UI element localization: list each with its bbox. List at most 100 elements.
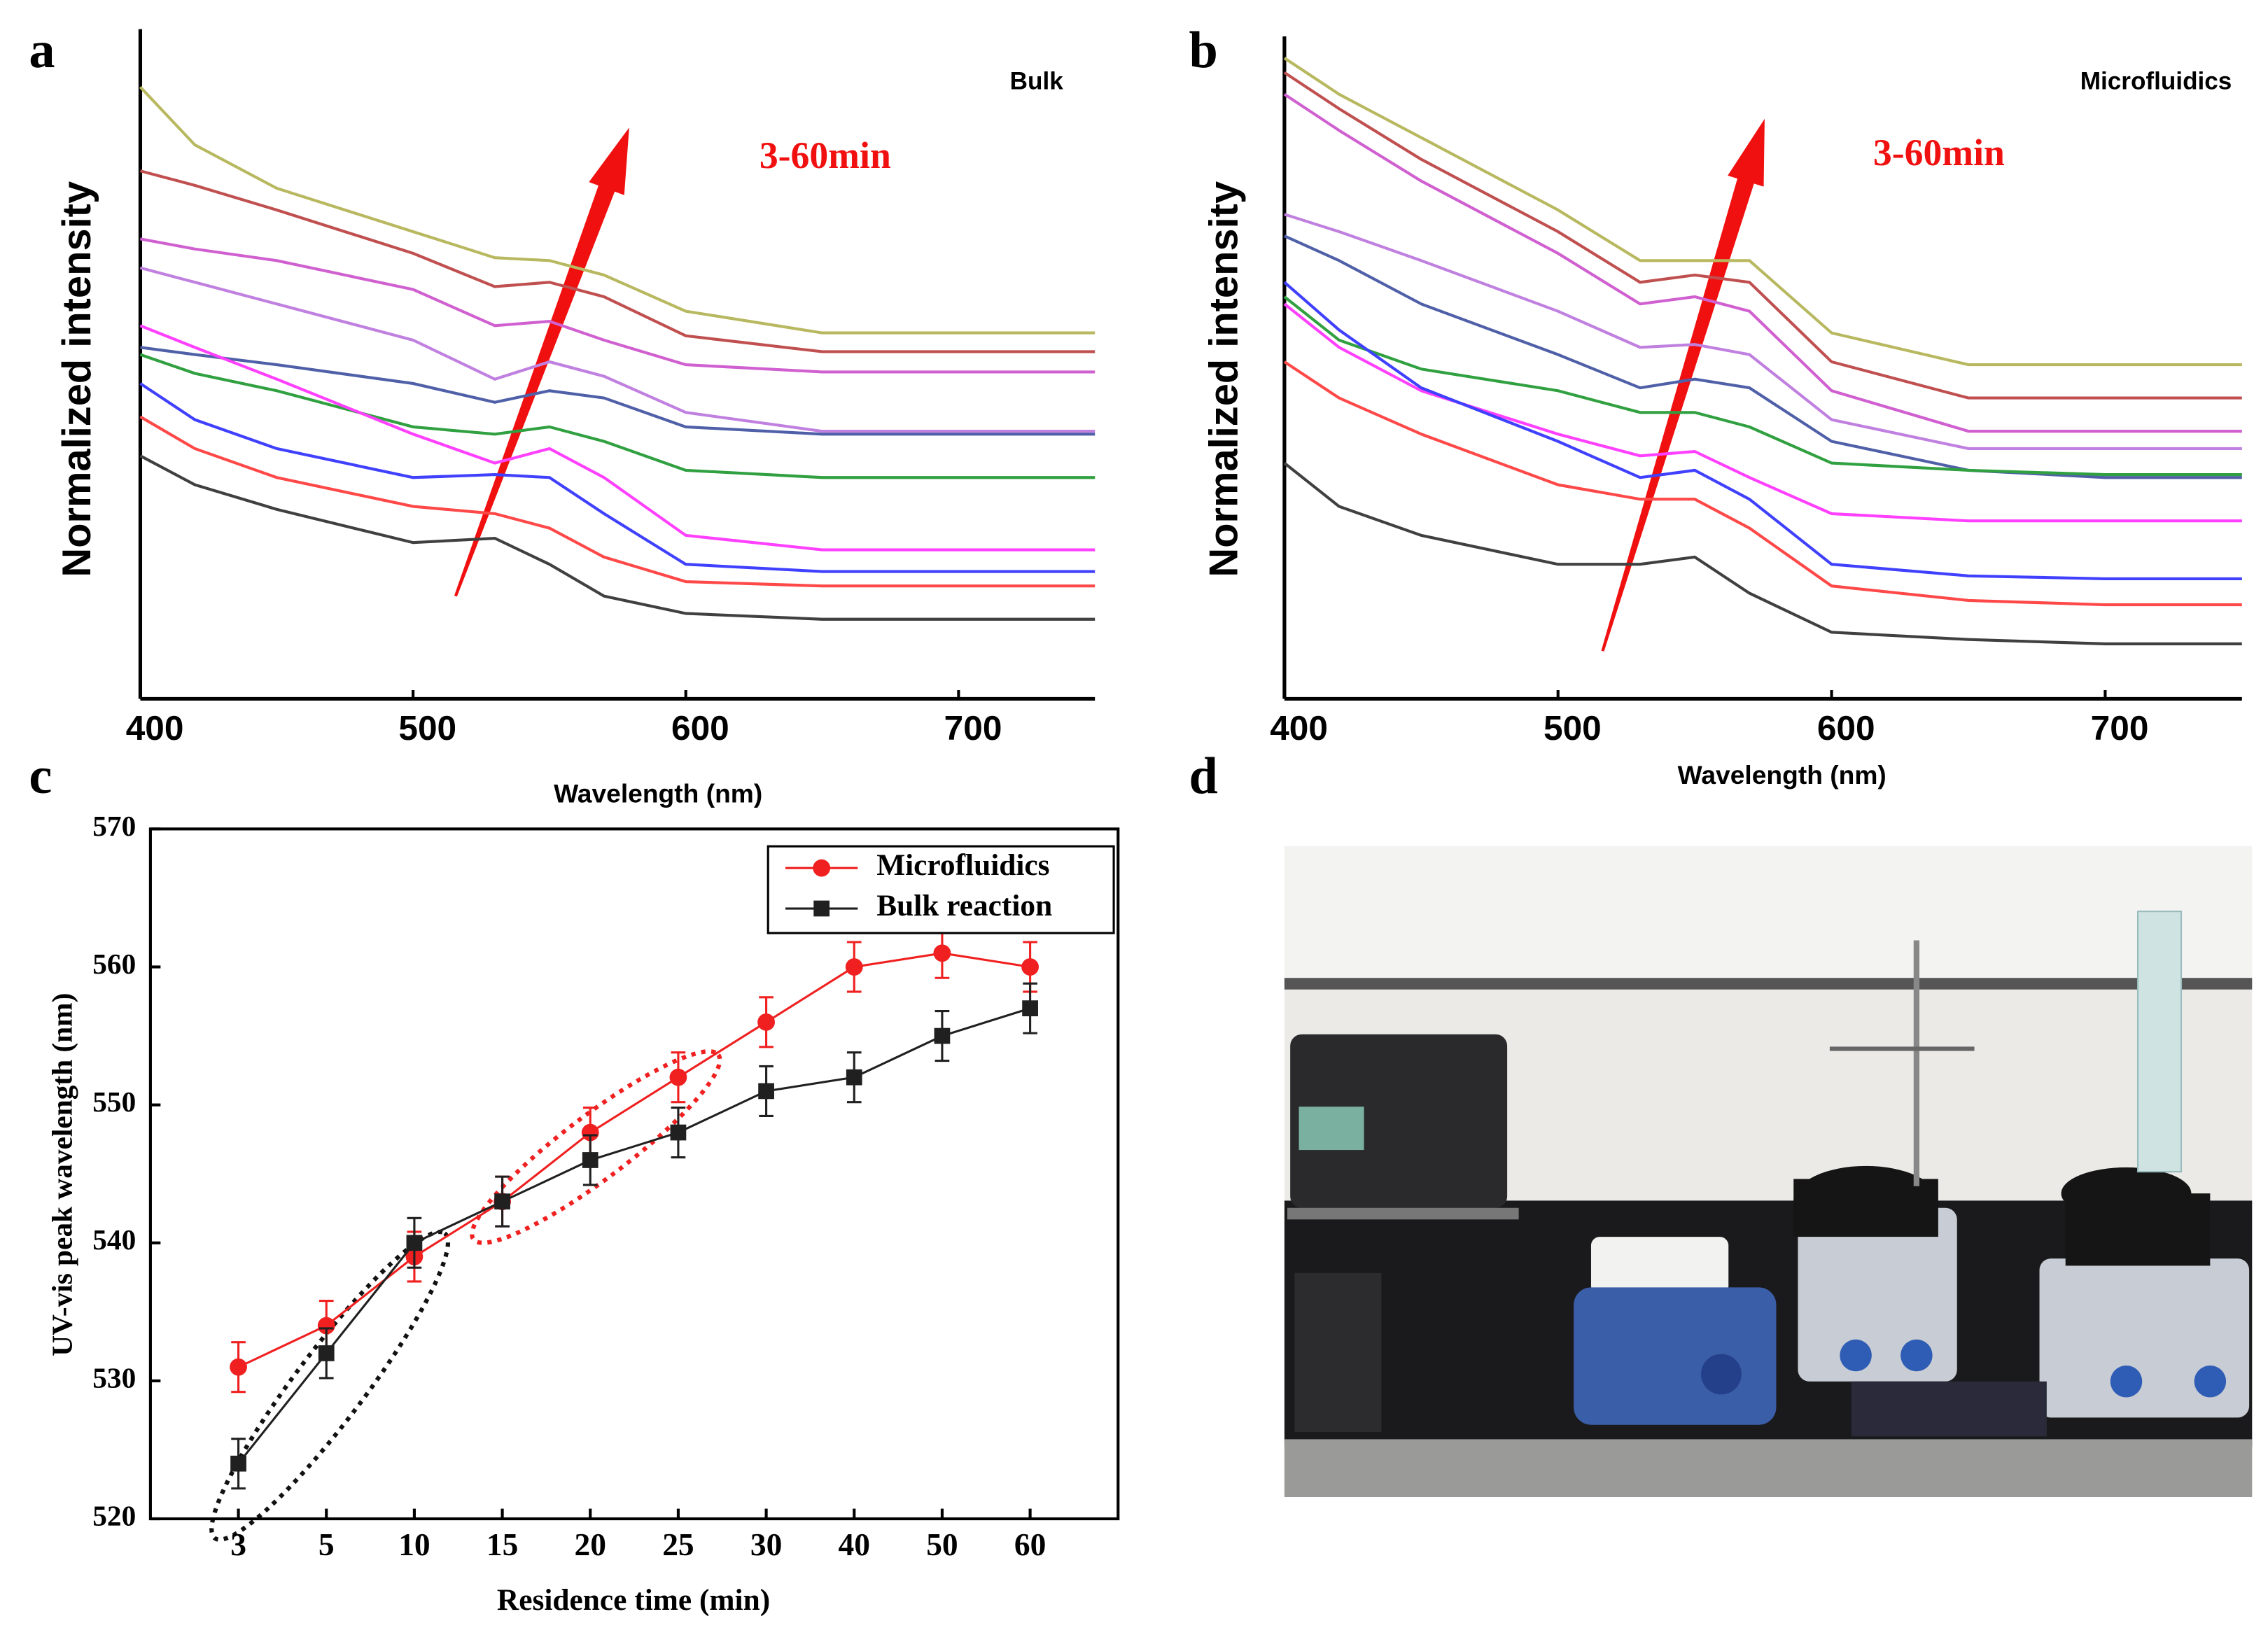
marker	[846, 1069, 862, 1086]
x-tick-label: 400	[1270, 708, 1328, 748]
photo-knob	[2194, 1365, 2227, 1398]
marker	[1022, 1000, 1038, 1016]
series-line	[139, 454, 1096, 621]
photo-pump	[1290, 1034, 1508, 1208]
legend-label: Bulk reaction	[876, 889, 1052, 922]
x-tick-label: 3	[230, 1527, 246, 1562]
x-tick-label: 500	[398, 708, 456, 748]
dotted-ellipse	[470, 1049, 722, 1245]
photo-wall	[1284, 846, 2253, 984]
marker	[582, 1152, 598, 1168]
y-tick-label: 570	[92, 810, 136, 842]
x-tick-label: 10	[398, 1527, 430, 1562]
y-axis-label: Normalized intensity	[1202, 181, 1247, 577]
photo-frame	[1284, 1439, 2253, 1498]
legend-marker	[813, 900, 830, 917]
series-line	[1283, 92, 2242, 433]
y-tick-label: 560	[92, 948, 136, 980]
panel-label: a	[29, 22, 55, 79]
x-tick-label: 50	[926, 1527, 958, 1562]
photo-rack	[1851, 1381, 2047, 1437]
photo-rail	[1284, 978, 2253, 990]
series-line	[1283, 295, 2242, 477]
arrow-label: 3-60min	[760, 134, 891, 176]
x-tick-label: 25	[662, 1527, 694, 1562]
x-tick-label: 30	[750, 1527, 782, 1562]
photo	[1284, 846, 2253, 1498]
photo-pot	[1793, 1179, 1938, 1237]
x-tick-label: 500	[1544, 708, 1602, 748]
series-line	[139, 382, 1096, 573]
panel-label: c	[29, 748, 52, 805]
x-tick-label: 20	[575, 1527, 606, 1562]
series-line	[1283, 71, 2242, 400]
series-line	[1284, 213, 2242, 450]
series-line	[139, 266, 1096, 433]
series-line	[139, 169, 1096, 353]
photo-screen	[1298, 1107, 1364, 1151]
series-line	[237, 1007, 1031, 1465]
photo-knob	[2110, 1365, 2143, 1398]
y-axis-label: UV-vis peak wavelength (nm)	[46, 993, 78, 1356]
marker	[757, 1013, 775, 1031]
series-line	[140, 237, 1096, 374]
series-line	[237, 952, 1030, 1368]
photo-knob	[1701, 1354, 1742, 1395]
photo-knob	[1840, 1339, 1872, 1372]
panel-label: b	[1189, 22, 1218, 79]
series-line	[139, 415, 1096, 588]
y-axis-label: Normalized intensity	[55, 181, 99, 577]
x-tick-label: 700	[944, 708, 1002, 748]
marker	[845, 958, 863, 976]
photo-stand	[1287, 1207, 1519, 1220]
series-line	[1283, 360, 2242, 607]
photo-condenser	[2136, 911, 2183, 1173]
marker	[670, 1124, 687, 1141]
photo-stirrer	[1798, 1207, 1957, 1382]
photo-device	[1590, 1237, 1729, 1295]
annotation: Microfluidics	[2080, 67, 2232, 94]
photo-stirrer	[1574, 1287, 1777, 1425]
photo-knob	[1900, 1339, 1933, 1372]
series-line	[1283, 461, 2242, 645]
legend-label: Microfluidics	[876, 848, 1049, 882]
y-tick-label: 520	[92, 1499, 136, 1531]
marker	[669, 1068, 687, 1086]
marker	[1021, 958, 1039, 976]
marker	[581, 1123, 599, 1142]
x-axis-label: Wavelength (nm)	[554, 779, 762, 808]
x-tick-label: 15	[486, 1527, 518, 1562]
marker	[230, 1358, 247, 1376]
series-line	[140, 346, 1096, 436]
x-tick-label: 60	[1014, 1527, 1046, 1562]
legend-marker	[813, 859, 831, 877]
y-tick-label: 540	[92, 1223, 136, 1256]
x-axis-label: Residence time (min)	[497, 1583, 770, 1617]
series-line	[139, 324, 1096, 552]
x-tick-label: 600	[1817, 708, 1875, 748]
marker	[758, 1083, 774, 1100]
arrow-label: 3-60min	[1873, 132, 2005, 174]
series-line	[1283, 57, 2242, 367]
marker	[318, 1345, 335, 1361]
plot-frame	[148, 827, 1120, 1521]
marker	[406, 1235, 423, 1251]
x-tick-label: 5	[318, 1527, 335, 1562]
x-tick-label: 700	[2091, 708, 2149, 748]
series-line	[139, 85, 1096, 335]
y-tick-label: 550	[92, 1086, 136, 1118]
series-line	[1283, 302, 2242, 523]
arrow	[454, 127, 629, 597]
annotation: Bulk	[1010, 67, 1064, 94]
marker	[317, 1317, 335, 1335]
panel-label: d	[1189, 748, 1218, 805]
dotted-ellipse	[209, 1229, 451, 1542]
photo-pot	[2065, 1193, 2211, 1266]
x-axis-label: Wavelength (nm)	[1678, 760, 1886, 790]
marker	[933, 944, 951, 962]
arrow	[1601, 118, 1765, 652]
x-tick-label: 600	[671, 708, 729, 748]
x-tick-label: 40	[839, 1527, 870, 1562]
photo-pump	[1294, 1272, 1382, 1433]
